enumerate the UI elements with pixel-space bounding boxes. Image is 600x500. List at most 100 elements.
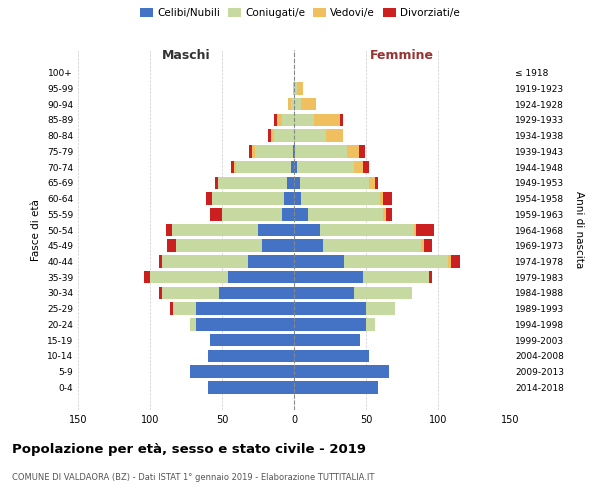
Bar xyxy=(363,161,369,173)
Bar xyxy=(284,192,294,205)
Y-axis label: Anni di nascita: Anni di nascita xyxy=(574,192,584,268)
Bar xyxy=(293,145,294,158)
Text: Femmine: Femmine xyxy=(370,48,434,62)
Bar xyxy=(416,224,434,236)
Bar xyxy=(294,145,295,158)
Bar xyxy=(359,145,365,158)
Bar xyxy=(294,334,360,346)
Bar xyxy=(294,286,355,299)
Bar xyxy=(314,114,340,126)
Bar xyxy=(323,240,421,252)
Bar xyxy=(218,176,287,189)
Bar xyxy=(219,286,294,299)
Bar xyxy=(161,255,248,268)
Bar xyxy=(283,114,294,126)
Bar xyxy=(283,208,294,220)
Bar xyxy=(208,381,294,394)
Bar xyxy=(230,161,233,173)
Bar xyxy=(295,145,347,158)
Bar xyxy=(196,318,294,330)
Bar xyxy=(421,240,424,252)
Bar xyxy=(297,82,302,94)
Bar xyxy=(212,192,284,205)
Bar xyxy=(158,286,161,299)
Bar xyxy=(308,208,383,220)
Bar xyxy=(190,366,294,378)
Bar xyxy=(294,302,366,315)
Bar xyxy=(252,145,255,158)
Text: COMUNE DI VALDAORA (BZ) - Dati ISTAT 1° gennaio 2019 - Elaborazione TUTTITALIA.I: COMUNE DI VALDAORA (BZ) - Dati ISTAT 1° … xyxy=(12,472,374,482)
Bar xyxy=(374,176,377,189)
Bar xyxy=(248,255,294,268)
Bar xyxy=(366,302,395,315)
Bar xyxy=(161,286,219,299)
Bar xyxy=(170,302,173,315)
Bar xyxy=(166,224,172,236)
Bar xyxy=(236,161,291,173)
Bar xyxy=(344,255,448,268)
Bar xyxy=(380,192,383,205)
Bar xyxy=(294,240,323,252)
Bar xyxy=(294,192,301,205)
Bar xyxy=(294,224,320,236)
Bar xyxy=(294,381,377,394)
Bar xyxy=(294,161,297,173)
Bar xyxy=(294,271,363,283)
Bar xyxy=(448,255,451,268)
Bar xyxy=(451,255,460,268)
Bar xyxy=(167,240,176,252)
Bar xyxy=(250,145,252,158)
Bar xyxy=(340,114,343,126)
Bar xyxy=(294,366,389,378)
Bar xyxy=(150,271,228,283)
Bar xyxy=(363,271,430,283)
Bar xyxy=(255,145,293,158)
Text: Popolazione per età, sesso e stato civile - 2019: Popolazione per età, sesso e stato civil… xyxy=(12,442,366,456)
Bar xyxy=(301,192,380,205)
Bar xyxy=(294,130,326,142)
Bar xyxy=(355,161,363,173)
Bar xyxy=(294,114,314,126)
Bar xyxy=(211,334,294,346)
Bar xyxy=(268,130,271,142)
Bar xyxy=(277,114,283,126)
Bar xyxy=(233,161,236,173)
Bar xyxy=(293,82,294,94)
Bar xyxy=(300,176,369,189)
Bar xyxy=(294,318,366,330)
Bar xyxy=(144,271,150,283)
Bar xyxy=(291,161,294,173)
Bar xyxy=(274,114,277,126)
Bar xyxy=(386,208,392,220)
Bar xyxy=(176,240,262,252)
Bar xyxy=(366,318,374,330)
Bar xyxy=(294,176,300,189)
Bar xyxy=(347,145,359,158)
Bar xyxy=(383,208,386,220)
Bar xyxy=(196,302,294,315)
Bar xyxy=(228,271,294,283)
Bar xyxy=(294,98,301,110)
Bar xyxy=(211,208,222,220)
Y-axis label: Fasce di età: Fasce di età xyxy=(31,199,41,261)
Bar xyxy=(294,350,369,362)
Bar xyxy=(326,130,343,142)
Bar xyxy=(320,224,413,236)
Bar xyxy=(430,271,432,283)
Bar xyxy=(424,240,432,252)
Bar xyxy=(215,176,218,189)
Bar xyxy=(294,208,308,220)
Bar xyxy=(291,98,294,110)
Bar xyxy=(262,240,294,252)
Bar xyxy=(294,82,297,94)
Bar xyxy=(222,208,283,220)
Bar xyxy=(173,302,196,315)
Bar xyxy=(172,224,258,236)
Text: Maschi: Maschi xyxy=(161,48,211,62)
Bar xyxy=(294,255,344,268)
Bar xyxy=(297,161,355,173)
Bar xyxy=(369,176,374,189)
Bar xyxy=(274,130,294,142)
Bar xyxy=(190,318,196,330)
Bar xyxy=(355,286,412,299)
